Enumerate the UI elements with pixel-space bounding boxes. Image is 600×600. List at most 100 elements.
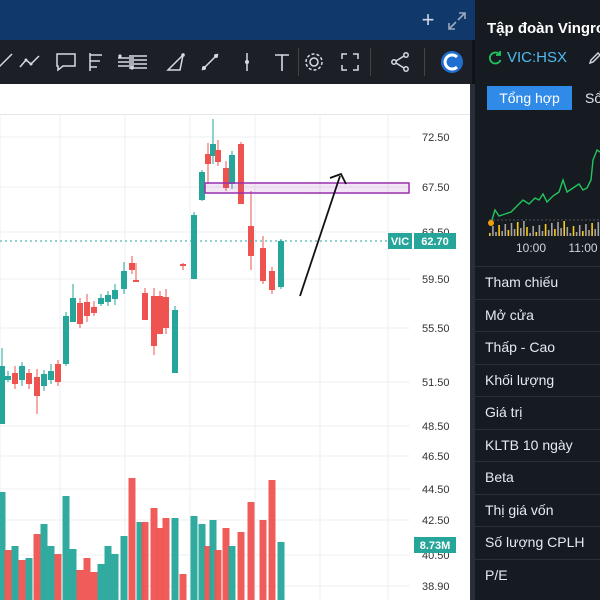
candle-body <box>105 295 111 302</box>
expand-icon[interactable] <box>446 10 468 32</box>
intraday-volume-bar <box>572 226 575 236</box>
intraday-volume-bar <box>560 228 562 236</box>
add-chart-button[interactable]: + <box>421 7 435 32</box>
candle-body <box>121 271 127 289</box>
volume-bar <box>18 560 26 600</box>
intraday-volume-bar <box>597 222 600 236</box>
volume-bar <box>259 520 267 600</box>
intraday-volume-bar <box>498 225 500 236</box>
stat-label: Giá trị <box>485 404 523 420</box>
volume-bars <box>0 478 285 600</box>
candle-body <box>91 307 97 313</box>
volume-bar <box>33 534 41 600</box>
candle-body <box>191 215 197 279</box>
candle-body <box>205 154 211 164</box>
volume-bar <box>268 480 276 600</box>
intraday-volume-bar <box>594 229 596 236</box>
volume-bar <box>76 570 84 600</box>
stat-label: Mở cửa <box>485 306 534 323</box>
chart-separator <box>0 114 475 115</box>
candle-body <box>142 293 148 320</box>
candle-body <box>238 144 244 204</box>
price-chart[interactable]: 72.5067.5063.5059.5055.5051.5048.5046.50… <box>0 84 475 600</box>
logo-icon[interactable] <box>440 50 464 74</box>
candle-body <box>112 290 118 299</box>
price-tick-label: 59.50 <box>422 274 450 286</box>
volume-bar <box>47 546 55 600</box>
candle-body <box>223 168 229 188</box>
candle-body <box>55 364 61 382</box>
tab-order-book[interactable]: Sổ lệnh <box>585 90 600 106</box>
volume-badge: 8.73M <box>414 537 456 553</box>
resistance-zone[interactable] <box>204 182 410 194</box>
candle-body <box>0 366 5 424</box>
intraday-volume-bar <box>513 229 516 236</box>
stat-row: Số lượng CPLH <box>475 526 600 558</box>
tab-overview[interactable]: Tổng hợp <box>487 86 572 110</box>
intraday-volume-bar <box>526 227 528 236</box>
intraday-volume-bar <box>520 228 522 236</box>
share-icon[interactable] <box>388 50 412 74</box>
refresh-icon[interactable] <box>487 50 503 66</box>
intraday-volume-bars <box>489 221 600 236</box>
intraday-volume-bar <box>585 224 587 236</box>
volume-bar <box>69 549 77 600</box>
candle-body <box>48 371 54 380</box>
trend-arrow[interactable] <box>299 172 347 297</box>
stat-row: Khối lượng <box>475 363 600 396</box>
volume-bar <box>204 546 212 600</box>
volume-bar <box>111 554 119 600</box>
price-badge: VIC 62.70 <box>388 233 456 249</box>
volume-bar <box>90 572 98 600</box>
intraday-volume-bar <box>489 233 491 236</box>
intraday-volume-bar <box>575 232 578 236</box>
trend-tool-icon[interactable] <box>18 50 42 74</box>
intraday-volume-bar <box>538 225 541 236</box>
pin-tool-icon[interactable] <box>235 50 259 74</box>
stat-row: Thị giá vốn <box>475 493 600 526</box>
intraday-volume-bar <box>504 224 507 236</box>
channel-tool-icon[interactable] <box>114 50 138 74</box>
volume-bar <box>62 496 70 600</box>
candle-body <box>180 264 186 266</box>
stat-row: Tham chiếu <box>475 266 600 298</box>
candle-body <box>215 150 221 162</box>
pencil-icon[interactable] <box>587 50 600 66</box>
intraday-start-dot <box>488 220 494 226</box>
stat-label: Thị giá vốn <box>485 501 554 518</box>
pen-tool-icon[interactable] <box>198 50 222 74</box>
volume-bar <box>150 508 158 600</box>
volume-bar <box>120 536 128 600</box>
stat-row: KLTB 10 ngày <box>475 428 600 461</box>
volume-bar <box>141 522 149 600</box>
volume-bar <box>179 574 187 600</box>
intraday-volume-bar <box>532 226 534 236</box>
volume-bar <box>83 558 91 600</box>
volume-bar <box>128 478 136 600</box>
stat-label: Beta <box>485 469 514 485</box>
candle-body <box>269 271 275 290</box>
stat-label: Khối lượng <box>485 371 555 388</box>
fib-tool-icon[interactable] <box>84 50 108 74</box>
text-tool-icon[interactable] <box>270 50 294 74</box>
fullscreen-icon[interactable] <box>338 50 362 74</box>
volume-bar <box>277 542 285 600</box>
note-tool-icon[interactable] <box>54 50 78 74</box>
line-tool-icon[interactable] <box>0 50 16 74</box>
price-tick-label: 46.50 <box>422 451 450 463</box>
volume-bar <box>162 518 170 600</box>
price-tick-label: 38.90 <box>422 581 450 593</box>
volume-bar <box>237 532 245 600</box>
volume-bar <box>136 522 144 600</box>
channel-lines-icon[interactable] <box>126 50 150 74</box>
toolbar-divider <box>370 48 371 76</box>
candle-body <box>133 280 139 282</box>
settings-icon[interactable] <box>302 50 326 74</box>
intraday-volume-bar <box>501 231 503 236</box>
intraday-volume-bar <box>541 231 544 236</box>
volume-bar <box>247 502 255 600</box>
ticker-symbol[interactable]: VIC:HSX <box>507 49 568 66</box>
volume-bar <box>11 546 19 600</box>
pitchfork-tool-icon[interactable] <box>164 50 188 74</box>
price-badge-value: 62.70 <box>421 236 449 248</box>
